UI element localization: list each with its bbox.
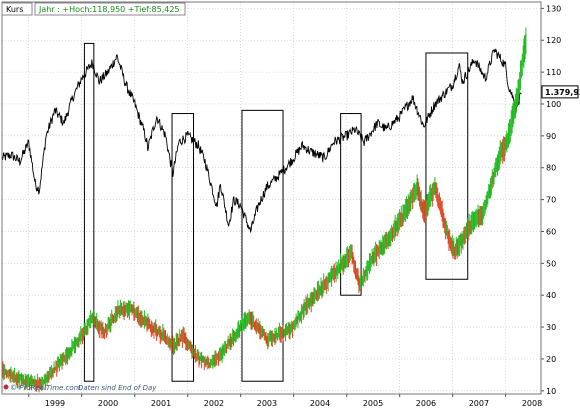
y-tick-label: 100: [546, 100, 561, 109]
highlight-boxes: [83, 42, 469, 382]
last-value-box: [541, 85, 579, 99]
y-tick-label: 70: [546, 196, 556, 205]
x-tick-label: 2003: [257, 399, 277, 408]
y-tick-label: 30: [546, 323, 556, 332]
x-tick-label: 1999: [45, 399, 65, 408]
grid: [2, 2, 541, 394]
y-tick-label: 120: [546, 36, 561, 45]
x-tick-label: 2007: [469, 399, 489, 408]
highlight-box: [241, 109, 284, 382]
x-axis: 1999 2000 2001 2002 2003 2004 2005 2006 2007 2008: [28, 394, 542, 408]
legend: Kurs Jahr : +Hoch:118,950 +Tief:85,425: [1, 2, 186, 16]
last-value-label: 1.379,93: [545, 88, 580, 97]
legend-kurs-label: Kurs: [6, 5, 23, 14]
x-tick-label: 2001: [151, 399, 171, 408]
footer-logo-text: © ProRealTime.com: [10, 384, 81, 392]
highlight-box: [340, 113, 362, 296]
series: [1, 27, 527, 393]
y-tick-label: 10: [546, 387, 556, 396]
y-axis: 10 20 30 40 50 60 70 80 90 100 110 120 130 1.379,93: [541, 4, 580, 396]
footer-note: Daten sind End of Day: [78, 384, 157, 392]
x-tick-label: 2006: [416, 399, 436, 408]
index-price-line: [1, 48, 522, 234]
y-tick-label: 50: [546, 259, 556, 268]
y-tick-label: 80: [546, 164, 556, 173]
highlight-box: [171, 113, 195, 382]
x-tick-label: 2008: [522, 399, 542, 408]
legend-kurs-box[interactable]: [1, 2, 33, 16]
y-tick-label: 20: [546, 355, 556, 364]
y-tick-label: 90: [546, 132, 556, 141]
legend-info-box: [34, 2, 186, 16]
x-tick-label: 2002: [204, 399, 224, 408]
y-tick-label: 130: [546, 4, 561, 13]
highlight-box: [425, 52, 469, 280]
y-tick-label: 40: [546, 291, 556, 300]
y-tick-label: 110: [546, 68, 561, 77]
plot-frame: [1, 1, 542, 395]
legend-info-label: Jahr : +Hoch:118,950 +Tief:85,425: [38, 5, 180, 14]
highlight-box: [83, 42, 95, 382]
y-tick-label: 60: [546, 227, 556, 236]
prorealtime-logo-icon: [3, 384, 9, 390]
footer: © ProRealTime.com Daten sind End of Day: [3, 384, 157, 392]
x-tick-label: 2000: [98, 399, 118, 408]
x-tick-label: 2004: [310, 399, 330, 408]
x-tick-label: 2005: [363, 399, 383, 408]
